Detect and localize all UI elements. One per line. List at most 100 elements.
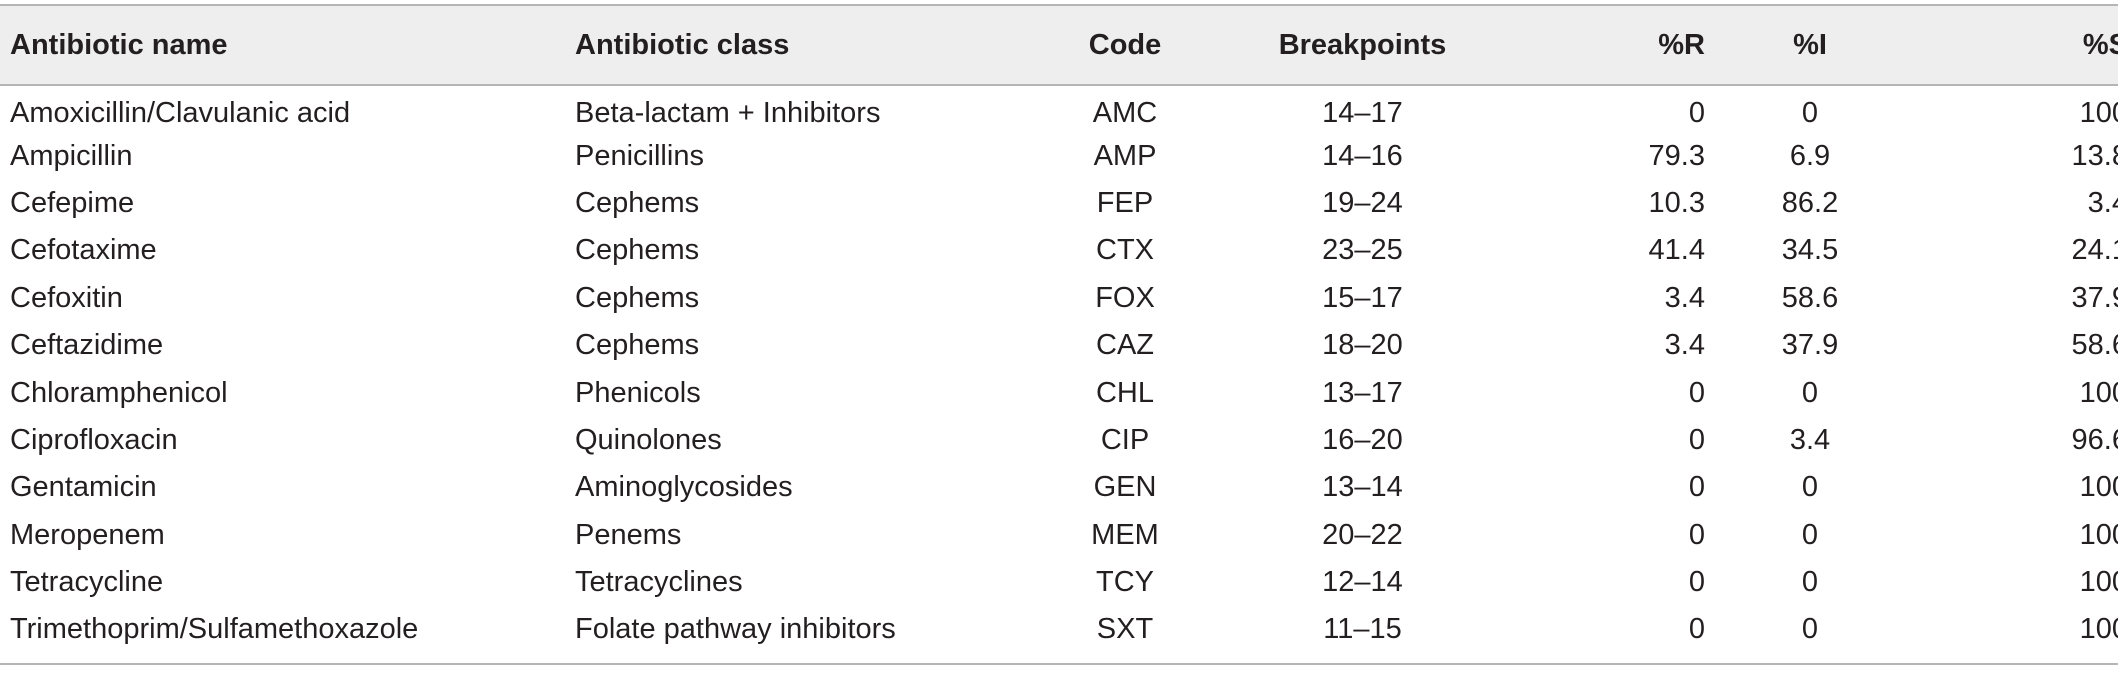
cell-antibiotic-name: Amoxicillin/Clavulanic acid: [10, 96, 351, 129]
cell-percent-r: 0: [1688, 518, 1705, 551]
cell-code: SXT: [1015, 606, 1235, 666]
cell-code: FOX: [1095, 281, 1155, 314]
table-row: Cefoxitin Cephems FOX 15–17 3.4 58.6 37.9: [0, 275, 2118, 322]
cell-antibiotic-class: Phenicols: [575, 376, 701, 409]
cell-antibiotic-name: Chloramphenicol: [10, 376, 228, 409]
table-row: Ciprofloxacin Quinolones CIP 16–20 0 3.4 96.6: [0, 417, 2118, 464]
cell-percent-i: 0: [1801, 566, 1819, 599]
cell-antibiotic-name: Trimethoprim/Sulfamethoxazole: [0, 606, 575, 666]
table-row: Ceftazidime Cephems CAZ 18–20 3.4 37.9 58.6: [0, 322, 2118, 369]
cell-percent-s: 100: [2079, 518, 2118, 551]
cell-breakpoints: 14–16: [1322, 139, 1403, 172]
header-percent-i: %I: [1705, 4, 1915, 86]
cell-code: MEM: [1091, 518, 1159, 551]
cell-antibiotic-name: Cefepime: [10, 186, 135, 219]
cell-percent-i: 0: [1705, 606, 1915, 666]
header-breakpoints: Breakpoints: [1235, 4, 1490, 86]
table-row: Ampicillin Penicillins AMP 14–16 79.3 6.9 13.8: [0, 132, 2118, 179]
cell-code: CAZ: [1096, 329, 1154, 362]
cell-breakpoints: 19–24: [1322, 186, 1403, 219]
cell-percent-r: 3.4: [1664, 281, 1705, 314]
cell-percent-r: 0: [1490, 606, 1705, 666]
cell-percent-i: 6.9: [1789, 139, 1831, 172]
cell-breakpoints: 15–17: [1322, 281, 1403, 314]
cell-percent-s: 100: [2079, 471, 2118, 504]
cell-antibiotic-class: Beta-lactam + Inhibitors: [575, 96, 881, 129]
cell-antibiotic-name: Ciprofloxacin: [10, 423, 178, 456]
cell-percent-s: 100: [2079, 566, 2118, 599]
table-row: Tetracycline Tetracyclines TCY 12–14 0 0 100: [0, 559, 2118, 606]
cell-antibiotic-name: Cefoxitin: [10, 281, 123, 314]
cell-percent-i: 0: [1801, 471, 1819, 504]
header-antibiotic-name: Antibiotic name: [0, 4, 575, 86]
cell-breakpoints: 14–17: [1322, 96, 1403, 129]
cell-antibiotic-class: Cephems: [575, 329, 700, 362]
cell-breakpoints: 13–17: [1322, 376, 1403, 409]
header-code: Code: [1015, 4, 1235, 86]
cell-percent-r: 10.3: [1648, 186, 1705, 219]
cell-percent-r: 0: [1688, 471, 1705, 504]
cell-percent-i: 34.5: [1781, 234, 1839, 267]
cell-percent-r: 0: [1688, 566, 1705, 599]
header-percent-s: %S: [1915, 4, 2118, 86]
cell-code: AMP: [1093, 139, 1157, 172]
cell-antibiotic-name: Meropenem: [10, 518, 165, 551]
table-row: Chloramphenicol Phenicols CHL 13–17 0 0 100: [0, 369, 2118, 416]
cell-percent-r: 79.3: [1648, 139, 1705, 172]
table-row: Meropenem Penems MEM 20–22 0 0 100: [0, 512, 2118, 559]
cell-percent-i: 58.6: [1781, 281, 1839, 314]
cell-percent-r: 3.4: [1664, 329, 1705, 362]
table-row: Gentamicin Aminoglycosides GEN 13–14 0 0 100: [0, 464, 2118, 511]
cell-breakpoints: 13–14: [1322, 471, 1403, 504]
table-row: Trimethoprim/Sulfamethoxazole Folate path…: [0, 606, 2118, 666]
cell-antibiotic-name: Ampicillin: [10, 139, 133, 172]
cell-code: GEN: [1093, 471, 1157, 504]
table-row: Cefotaxime Cephems CTX 23–25 41.4 34.5 24.1: [0, 227, 2118, 274]
cell-percent-s: 3.4: [2087, 186, 2118, 219]
cell-percent-i: 0: [1801, 96, 1819, 129]
cell-breakpoints: 23–25: [1322, 234, 1403, 267]
cell-percent-r: 0: [1688, 96, 1705, 129]
cell-antibiotic-class: Cephems: [575, 234, 700, 267]
cell-code: CHL: [1095, 376, 1154, 409]
cell-antibiotic-class: Tetracyclines: [575, 566, 743, 599]
header-row: Antibiotic name Antibiotic class Code Br…: [0, 4, 2118, 86]
header-percent-r: %R: [1490, 4, 1705, 86]
cell-percent-r: 41.4: [1648, 234, 1705, 267]
cell-breakpoints: 18–20: [1322, 329, 1403, 362]
table-row: Amoxicillin/Clavulanic acid Beta-lactam +…: [0, 85, 2118, 132]
cell-percent-i: 86.2: [1781, 186, 1839, 219]
cell-antibiotic-name: Cefotaxime: [10, 234, 157, 267]
cell-code: CTX: [1096, 234, 1154, 267]
cell-antibiotic-class: Quinolones: [575, 423, 722, 456]
cell-code: CIP: [1100, 423, 1150, 456]
cell-antibiotic-class: Penicillins: [575, 139, 704, 172]
table-row: Cefepime Cephems FEP 19–24 10.3 86.2 3.4: [0, 180, 2118, 227]
cell-percent-s: 100: [1915, 606, 2118, 666]
cell-percent-r: 0: [1688, 423, 1705, 456]
cell-percent-i: 37.9: [1781, 329, 1839, 362]
cell-breakpoints: 12–14: [1322, 566, 1403, 599]
cell-antibiotic-name: Gentamicin: [10, 471, 157, 504]
cell-percent-i: 0: [1801, 518, 1819, 551]
header-antibiotic-class: Antibiotic class: [575, 4, 1015, 86]
cell-antibiotic-name: Tetracycline: [10, 566, 164, 599]
cell-code: TCY: [1096, 566, 1154, 599]
cell-code: FEP: [1096, 186, 1154, 219]
cell-antibiotic-class: Penems: [575, 518, 682, 551]
table-body: Amoxicillin/Clavulanic acid Beta-lactam +…: [0, 85, 2118, 666]
cell-percent-i: 3.4: [1789, 423, 1831, 456]
table-header: Antibiotic name Antibiotic class Code Br…: [0, 4, 2118, 86]
cell-antibiotic-class: Folate pathway inhibitors: [575, 606, 1015, 666]
antibiotic-susceptibility-table: Antibiotic name Antibiotic class Code Br…: [0, 4, 2118, 666]
cell-percent-s: 37.9: [2071, 281, 2118, 314]
cell-breakpoints: 16–20: [1322, 423, 1403, 456]
cell-breakpoints: 20–22: [1322, 518, 1403, 551]
cell-percent-s: 100: [2079, 96, 2118, 129]
cell-antibiotic-class: Aminoglycosides: [575, 471, 793, 504]
cell-percent-r: 0: [1688, 376, 1705, 409]
cell-percent-s: 24.1: [2071, 234, 2118, 267]
cell-percent-s: 96.6: [2071, 423, 2118, 456]
cell-breakpoints: 11–15: [1235, 606, 1490, 666]
